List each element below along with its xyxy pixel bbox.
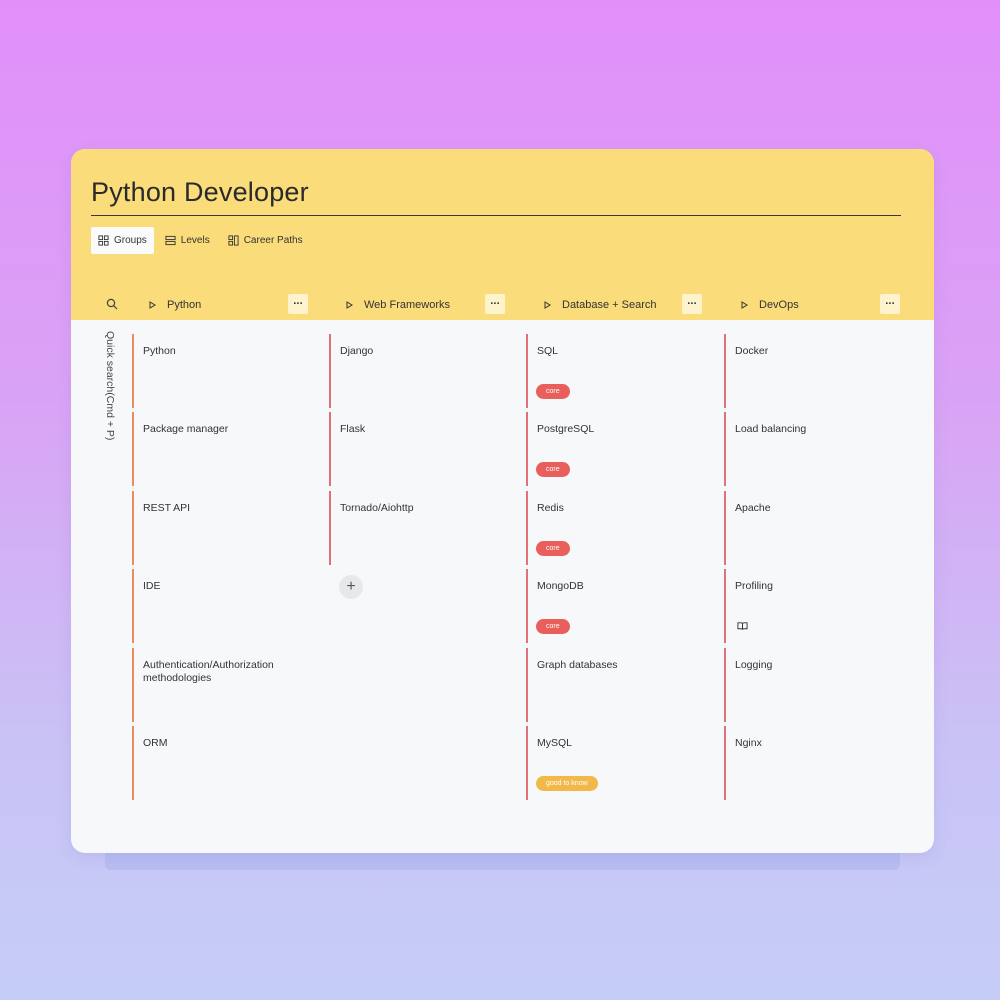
skill-cell[interactable]: Nginx (724, 726, 914, 800)
skill-label: Flask (340, 423, 366, 435)
skill-label: MongoDB (537, 580, 584, 592)
search-icon[interactable] (106, 298, 118, 310)
skill-cell[interactable]: Logging (724, 648, 914, 722)
tab-career-paths-label: Career Paths (243, 235, 303, 246)
skill-label: Nginx (735, 737, 762, 749)
more-button[interactable]: ··· (880, 294, 900, 314)
skill-cell[interactable]: Apache (724, 491, 914, 565)
skill-cell[interactable]: Django (329, 334, 519, 408)
skill-cell[interactable]: Profiling (724, 569, 914, 643)
skill-label: Apache (735, 502, 771, 514)
more-button[interactable]: ··· (288, 294, 308, 314)
skill-cell[interactable]: SQL core (526, 334, 716, 408)
core-badge: core (536, 541, 570, 556)
tab-levels[interactable]: Levels (158, 227, 217, 254)
skill-cell[interactable]: Authentication/Authorization methodologi… (132, 648, 322, 722)
skill-label: Graph databases (537, 659, 618, 671)
core-badge: core (536, 462, 570, 477)
skill-matrix-card: Python Developer Groups Levels (71, 149, 934, 853)
column-title: Database + Search (562, 299, 657, 311)
more-button[interactable]: ··· (485, 294, 505, 314)
column-title: DevOps (759, 299, 799, 311)
tab-career-paths[interactable]: Career Paths (221, 227, 310, 254)
skill-label: Tornado/Aiohttp (340, 502, 414, 514)
core-badge: core (536, 384, 570, 399)
skill-label: Docker (735, 345, 769, 357)
skill-cell[interactable]: Docker (724, 334, 914, 408)
skill-cell[interactable]: IDE (132, 569, 322, 643)
view-tabs: Groups Levels Career Paths (91, 227, 310, 254)
rows-icon (165, 235, 176, 246)
skill-label: Profiling (735, 580, 773, 592)
skill-label: REST API (143, 502, 191, 514)
skill-cell[interactable]: MongoDB core (526, 569, 716, 643)
skill-cell[interactable]: Python (132, 334, 322, 408)
book-icon[interactable] (737, 621, 748, 631)
skill-label: Redis (537, 502, 564, 514)
column-header-devops[interactable]: DevOps (723, 294, 799, 316)
skill-label: Package manager (143, 423, 229, 435)
skill-label: Authentication/Authorization methodologi… (143, 659, 274, 684)
column-header-row: Python ··· Web Frameworks ··· Database +… (71, 294, 934, 316)
skill-cell[interactable]: Package manager (132, 412, 322, 486)
skill-label: Load balancing (735, 423, 807, 435)
skill-cell[interactable]: PostgreSQL core (526, 412, 716, 486)
play-icon (149, 301, 156, 309)
skill-cell[interactable]: Flask (329, 412, 519, 486)
play-icon (741, 301, 748, 309)
play-icon (544, 301, 551, 309)
column-header-web-frameworks[interactable]: Web Frameworks (328, 294, 450, 316)
title-underline (91, 215, 901, 216)
skill-label: ORM (143, 737, 168, 749)
good-to-know-badge: good to know (536, 776, 598, 791)
core-badge: core (536, 619, 570, 634)
grid-icon (98, 235, 109, 246)
paths-icon (228, 235, 239, 246)
quick-search[interactable]: Quick search(Cmd + P) (104, 331, 116, 441)
add-skill-button[interactable]: + (339, 575, 363, 599)
skill-cell[interactable]: Graph databases (526, 648, 716, 722)
more-button[interactable]: ··· (682, 294, 702, 314)
skill-cell[interactable]: Redis core (526, 491, 716, 565)
skill-label: MySQL (537, 737, 573, 749)
column-title: Python (167, 299, 202, 311)
skill-cell[interactable]: REST API (132, 491, 322, 565)
skill-label: PostgreSQL (537, 423, 595, 435)
page-title: Python Developer (91, 177, 309, 207)
play-icon (346, 301, 353, 309)
skill-label: SQL (537, 345, 559, 357)
skill-label: IDE (143, 580, 161, 592)
tab-groups[interactable]: Groups (91, 227, 154, 254)
tab-groups-label: Groups (114, 235, 147, 246)
skill-cell[interactable]: Load balancing (724, 412, 914, 486)
skill-label: Logging (735, 659, 773, 671)
skill-cell[interactable]: Tornado/Aiohttp (329, 491, 519, 565)
skill-label: Django (340, 345, 374, 357)
skill-cell[interactable]: MySQL good to know (526, 726, 716, 800)
skill-cell[interactable]: ORM (132, 726, 322, 800)
header: Python Developer Groups Levels (71, 149, 934, 320)
column-header-python[interactable]: Python (131, 294, 201, 316)
column-title: Web Frameworks (364, 299, 450, 311)
tab-levels-label: Levels (180, 235, 210, 246)
column-header-database-search[interactable]: Database + Search (526, 294, 656, 316)
skill-label: Python (143, 345, 176, 357)
